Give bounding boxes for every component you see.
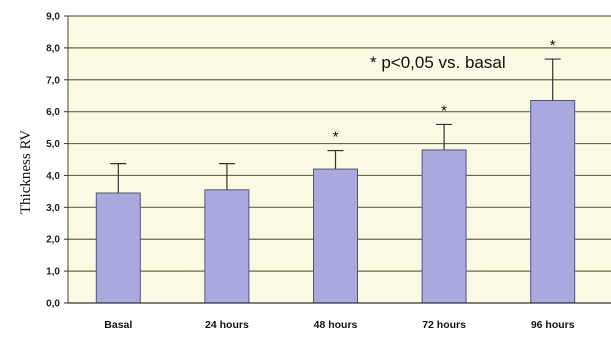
y-tick-label: 6,0 [46,107,60,118]
significance-markers: * * * [333,37,556,146]
bars [95,100,576,304]
significance-star: * [333,129,339,146]
y-tick-label: 1,0 [46,267,60,278]
x-category-label: Basal [104,319,132,331]
y-axis-label: Thickness RV [18,130,34,214]
y-tick-label: 8,0 [46,43,60,54]
y-tick-label: 3,0 [46,203,60,214]
y-tick-label: 4,0 [46,171,60,182]
bar [204,189,250,304]
x-category-label: 24 hours [205,319,249,331]
x-category-label: 48 hours [314,319,358,331]
y-tick-label: 7,0 [46,75,60,86]
significance-annotation: * p<0,05 vs. basal [370,53,506,72]
error-bars [110,58,561,193]
significance-star: * [550,37,556,54]
y-tick-label: 2,0 [46,235,60,246]
bar [530,100,576,304]
bar [313,168,358,304]
bar [421,149,467,304]
x-axis-labels: Basal 24 hours 48 hours 72 hours 96 hours [104,319,574,331]
y-tick-label: 9,0 [46,12,60,23]
y-tick-label: 0,0 [46,299,60,310]
y-tick-label: 5,0 [46,139,60,150]
x-category-label: 72 hours [422,319,466,331]
significance-star: * [441,102,447,119]
bar [95,192,141,304]
x-category-label: 96 hours [531,319,575,331]
y-axis-ticks: 0,0 1,0 2,0 3,0 4,0 5,0 6,0 7,0 8,0 9,0 [46,12,69,310]
